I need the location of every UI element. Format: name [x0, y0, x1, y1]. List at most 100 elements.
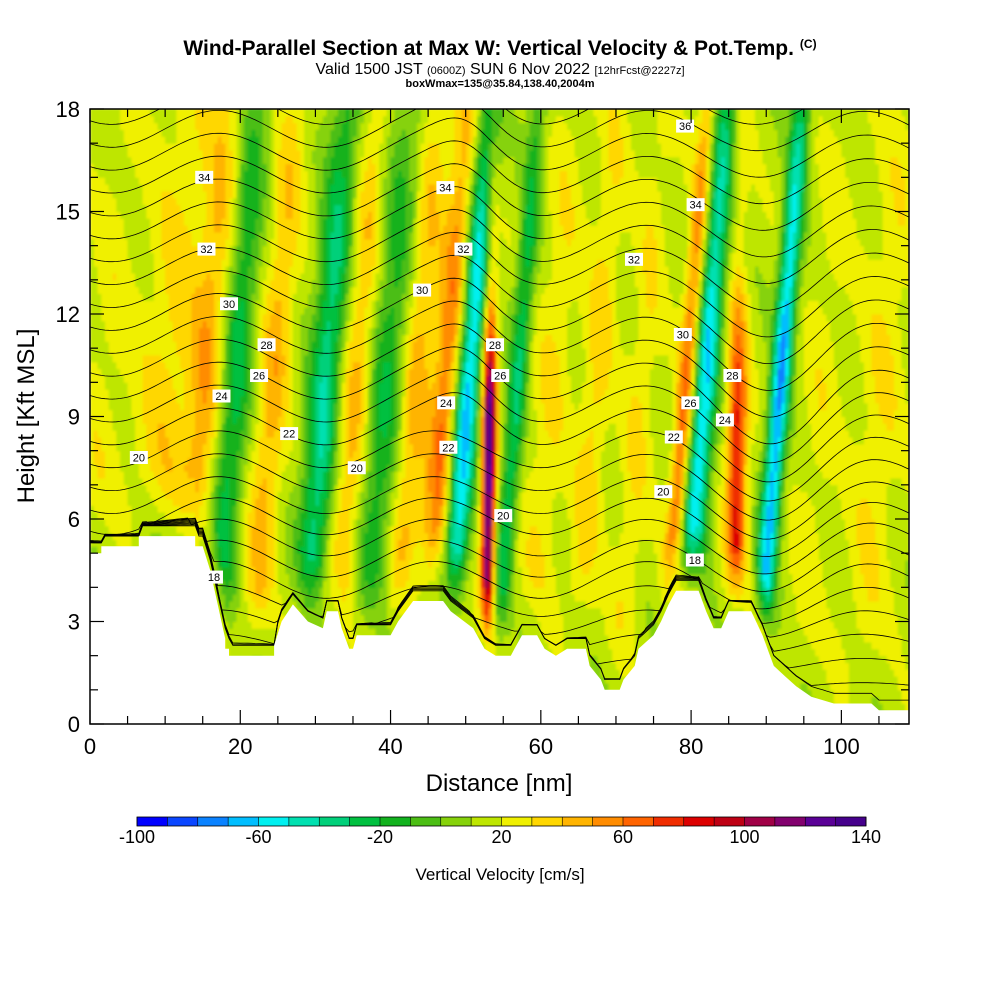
colorbar-swatch [319, 817, 351, 826]
colorbar-swatch [835, 817, 867, 826]
theta-contour-line [90, 519, 909, 624]
colorbar-swatch [410, 817, 442, 826]
colorbar-swatch [592, 817, 624, 826]
theta-contour-line [90, 521, 909, 652]
theta-contour-label: 24 [437, 396, 456, 410]
theta-contour-line [90, 117, 909, 178]
colorbar-tick-label: -20 [367, 827, 393, 847]
theta-contour-label: 20 [654, 485, 673, 499]
theta-contour-line [90, 140, 909, 205]
colorbar-swatch [501, 817, 533, 826]
theta-contour-line [90, 323, 909, 418]
chart-title-text: Wind-Parallel Section at Max W: Vertical… [183, 37, 794, 60]
valid-time-line: Valid 1500 JST (0600Z) SUN 6 Nov 2022 [1… [0, 61, 1000, 79]
valid-time-utc: (0600Z) [426, 65, 466, 77]
theta-contour-line [90, 109, 805, 125]
colorbar-swatch [774, 817, 806, 826]
theta-contour-label: 28 [723, 369, 742, 383]
valid-time-date: SUN 6 Nov 2022 [469, 61, 591, 78]
valid-time-prefix: Valid 1500 JST [315, 61, 423, 78]
colorbar-swatch [440, 817, 472, 826]
y-axis-label: Height [Kft MSL] [13, 329, 40, 504]
theta-contour-label: 26 [681, 396, 700, 410]
y-tick-label: 0 [68, 712, 80, 737]
colorbar-swatch [288, 817, 320, 826]
x-tick-label: 0 [84, 734, 96, 759]
colorbar-swatch [258, 817, 290, 826]
theta-contour-label: 30 [220, 297, 239, 311]
forecast-run: [12hrFcst@2227z] [594, 65, 685, 77]
theta-contour-label: 18 [685, 553, 704, 567]
theta-contour-label: 34 [686, 198, 705, 212]
theta-contour-line [90, 93, 789, 102]
theta-contour-label: 20 [129, 451, 148, 465]
colorbar: -100 -60 -20 20 60 100 140 [119, 816, 881, 847]
terrain-mask [90, 536, 909, 724]
colorbar-swatch [531, 817, 563, 826]
box-max-info: boxWmax=135@35.84,138.40,2004m [405, 78, 595, 90]
colorbar-swatch [744, 817, 776, 826]
theta-contour-label: 20 [494, 509, 513, 523]
theta-contour-line [90, 517, 909, 592]
colorbar-swatch [471, 817, 502, 826]
chart-title-suffix: (C) [799, 37, 817, 51]
colorbar-swatch [197, 817, 229, 826]
theta-contour-line [90, 186, 909, 258]
x-tick-label: 40 [378, 734, 402, 759]
theta-contour-line [90, 430, 909, 502]
theta-contour-label: 22 [280, 427, 299, 441]
colorbar-label: Vertical Velocity [cm/s] [415, 865, 584, 884]
theta-contour-line [90, 163, 909, 231]
theta-contour-label: 22 [439, 440, 458, 454]
theta-contour-label: 24 [212, 389, 231, 403]
colorbar-tick-label: 100 [729, 827, 759, 847]
theta-contour-label: 18 [204, 570, 223, 584]
colorbar-swatch [805, 817, 837, 826]
theta-contour-label: 20 [347, 461, 366, 475]
theta-contour-line [90, 518, 909, 610]
chart-title: Wind-Parallel Section at Max W: Vertical… [0, 37, 1000, 61]
x-tick-label: 80 [679, 734, 703, 759]
y-tick-label: 3 [68, 610, 80, 635]
theta-contours [90, 93, 909, 701]
theta-contour-line [90, 520, 909, 638]
colorbar-swatch [380, 817, 411, 826]
colorbar-swatch [562, 817, 594, 826]
theta-contour-line [90, 300, 909, 391]
y-tick-label: 18 [56, 97, 80, 122]
colorbar-tick-label: -60 [245, 827, 271, 847]
y-tick-label: 12 [56, 302, 80, 327]
theta-contour-label: 26 [491, 369, 510, 383]
y-tick-label: 9 [68, 405, 80, 430]
colorbar-swatch [167, 817, 199, 826]
theta-contour-label: 22 [664, 430, 683, 444]
theta-contour-line [90, 517, 909, 575]
colorbar-swatch [653, 817, 685, 826]
x-tick-label: 100 [823, 734, 860, 759]
colorbar-tick-label: -100 [119, 827, 155, 847]
theta-contour-line [90, 497, 909, 557]
theta-contour-line [90, 369, 909, 464]
colorbar-swatch [349, 817, 381, 826]
colorbar-swatch [623, 817, 654, 826]
theta-contour-label: 32 [624, 252, 643, 266]
colorbar-tick-label: 140 [851, 827, 881, 847]
theta-contour-labels: 34 32 30 28 26 24 22 20 20 18 34 32 30 28 26 24 22 20 36 34… [129, 119, 742, 584]
theta-contour-label: 28 [485, 338, 504, 352]
theta-contour-line [90, 277, 909, 364]
colorbar-swatch [228, 817, 259, 826]
theta-contour-label: 30 [673, 328, 692, 342]
x-tick-label: 20 [228, 734, 252, 759]
theta-contour-line [90, 392, 909, 483]
y-tick-label: 15 [56, 200, 80, 225]
y-tick-label: 6 [68, 507, 80, 532]
colorbar-swatch [714, 817, 745, 826]
theta-contour-label: 30 [413, 283, 432, 297]
theta-contour-label: 34 [436, 181, 455, 195]
theta-contour-line [90, 523, 909, 669]
colorbar-tick-label: 20 [491, 827, 511, 847]
theta-contour-label: 36 [676, 119, 695, 133]
colorbar-swatch [683, 817, 715, 826]
theta-contour-label: 28 [257, 338, 276, 352]
